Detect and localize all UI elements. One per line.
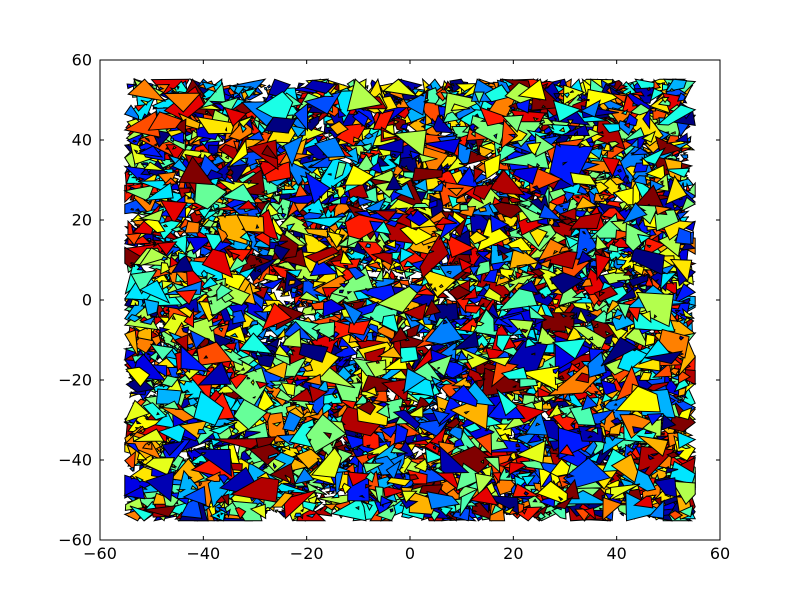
axes-spines: [99, 59, 721, 541]
axis-ticks: −60 −40 −20 0 20 40 60 −60 −40 −20 0 20 40 60: [58, 51, 730, 564]
y-tick-label: −60: [58, 531, 92, 550]
y-tick-label: −40: [58, 451, 92, 470]
x-tick-label: 40: [606, 544, 626, 563]
polygon-collection: [122, 77, 697, 522]
x-tick-label: 0: [405, 544, 415, 563]
y-tick-label: 20: [72, 211, 92, 230]
x-tick-label: −20: [290, 544, 324, 563]
y-tick-label: 40: [72, 131, 92, 150]
x-tick-label: −60: [83, 544, 117, 563]
y-tick-label: 60: [72, 51, 92, 70]
x-tick-label: 20: [503, 544, 523, 563]
y-tick-label: 0: [82, 291, 92, 310]
x-tick-label: 60: [710, 544, 730, 563]
x-tick-label: −40: [186, 544, 220, 563]
y-tick-label: −20: [58, 371, 92, 390]
